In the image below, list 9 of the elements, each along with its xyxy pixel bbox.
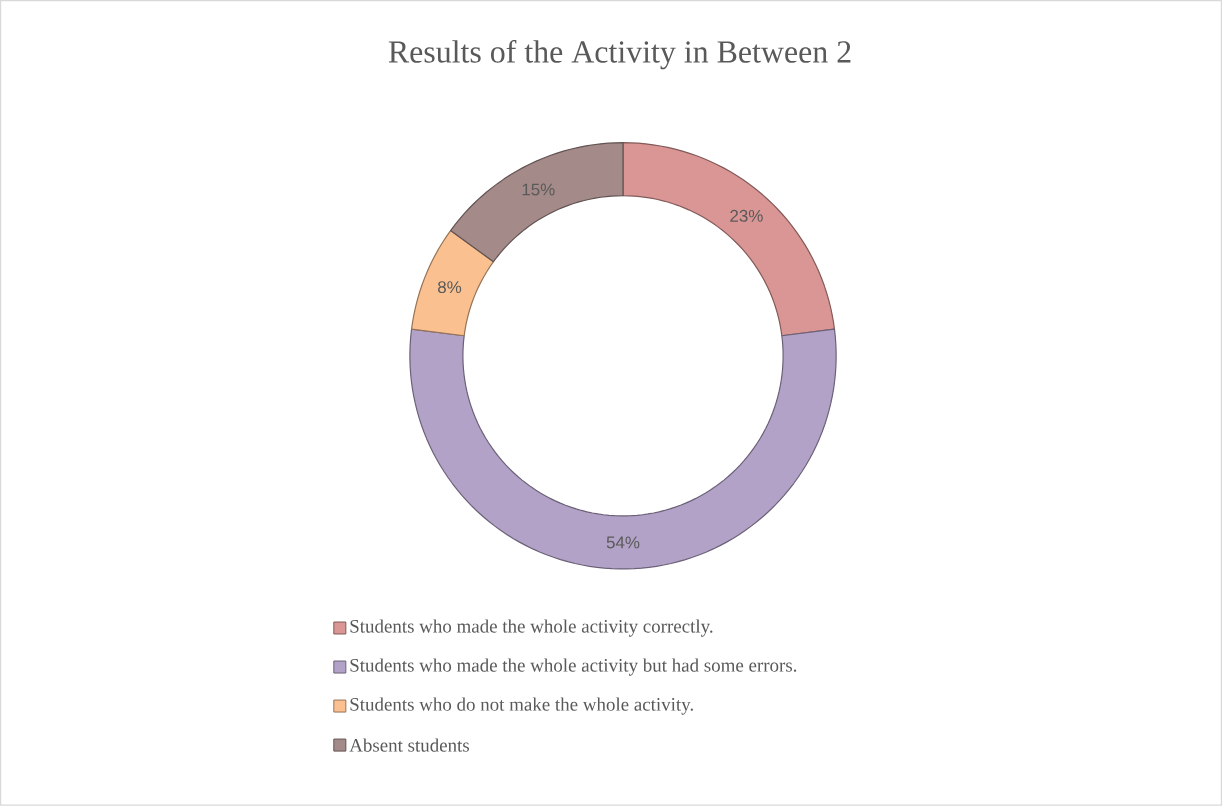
data-label: 8%	[438, 281, 462, 294]
data-label: 15%	[522, 183, 555, 196]
data-label: 23%	[730, 210, 763, 222]
legend-label: Students who made the whole activity but had some errors.	[350, 658, 797, 676]
legend-label: Students who do not make the whole activity.	[350, 697, 693, 715]
legend-label: Absent students	[349, 738, 470, 752]
data-label: 54%	[606, 536, 640, 549]
chart-title: Results of the Activity in Between 2	[388, 40, 851, 70]
legend-label: Students who made the whole activity correctly.	[350, 619, 713, 637]
